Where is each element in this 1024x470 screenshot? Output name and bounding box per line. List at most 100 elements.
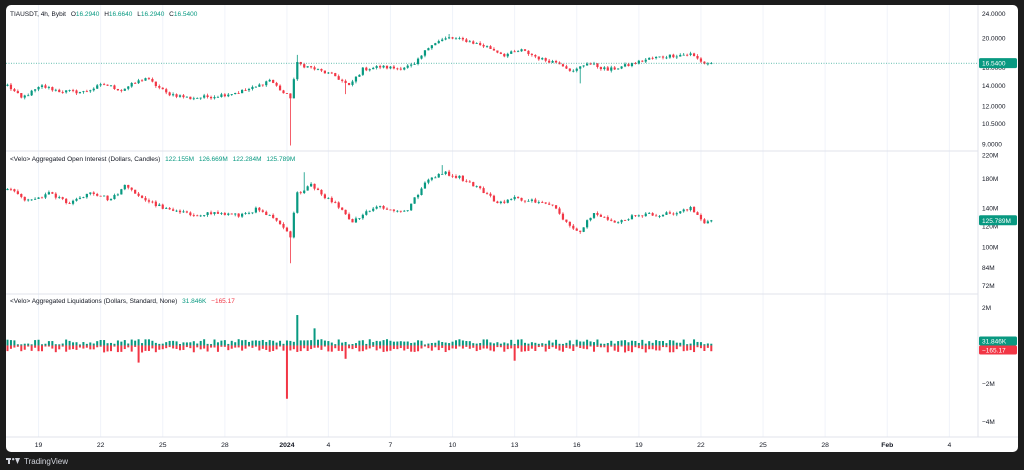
liq-short-bar [130, 345, 133, 352]
liq-long-bar [444, 342, 447, 346]
y-tick-label: 140M [982, 205, 998, 212]
oi-candle-body [548, 203, 551, 205]
liq-short-bar [510, 345, 513, 349]
oi-candle-body [103, 195, 106, 197]
liq-short-bar [365, 345, 368, 350]
liq-short-bar [472, 345, 475, 348]
oi-candle-body [199, 215, 202, 217]
tradingview-logo-icon[interactable] [6, 457, 20, 465]
liq-long-bar [386, 339, 388, 346]
liq-short-bar [16, 345, 19, 347]
chart-canvas[interactable]: 24.0000 20.0000 16.0000 14.0000 12.0000 10.50… [6, 5, 1018, 452]
liq-short-bar [506, 345, 509, 350]
price-y-axis[interactable]: 24.0000 20.0000 16.0000 14.0000 12.0000 10.50… [982, 11, 1006, 148]
liq-short-bar [196, 345, 199, 348]
liq-long-bar [527, 343, 530, 346]
liq-long-bar [379, 341, 382, 346]
oi-candle-body [686, 209, 689, 211]
liq-short-bar [151, 345, 154, 349]
high-label: H [104, 11, 109, 18]
oi-candle-body [641, 215, 644, 217]
price-candle-body [465, 39, 468, 43]
oi-candle-body [606, 217, 609, 220]
oi-candle-body [382, 206, 385, 209]
liq-short-bar [75, 345, 78, 350]
x-grid [38, 5, 950, 437]
liq-long-bar [496, 342, 499, 346]
oi-candle-body [216, 212, 220, 214]
oi-candle-body [178, 210, 182, 213]
oi-candle-body [627, 219, 630, 221]
liq-long-bar [351, 344, 354, 346]
price-candle-body [323, 70, 326, 74]
oi-candle-body [568, 221, 571, 226]
liq-short-bar [61, 345, 64, 347]
price-candle-body [675, 56, 678, 58]
liq-short-value: −165.17 [211, 298, 235, 305]
oi-candle-body [134, 189, 137, 194]
liq-short-bar [417, 345, 420, 352]
liq-short-bar [51, 345, 54, 349]
price-candle-body [375, 66, 378, 68]
price-candle-body [303, 64, 306, 68]
oi-candle-body [140, 195, 144, 198]
price-candle-body [351, 81, 354, 85]
liq-long-bar [313, 328, 316, 346]
price-candle-body [147, 78, 151, 79]
liq-short-bar [589, 345, 592, 347]
price-candle-body [503, 53, 506, 57]
oi-candle-body [389, 209, 392, 211]
liq-short-bar [137, 345, 140, 363]
oi-candle-body [603, 216, 606, 218]
oi-candle-body [16, 191, 19, 194]
liq-long-bar [306, 340, 309, 346]
liq-short-bar [282, 345, 285, 351]
liq-short-bar [144, 345, 147, 351]
time-axis[interactable]: 19 22 25 28 2024 4 7 10 13 16 19 22 25 28 Feb 4 [35, 442, 952, 449]
x-tick-label: 4 [326, 442, 330, 449]
tradingview-brand[interactable]: TradingView [24, 456, 69, 466]
oi-candle-body [454, 176, 458, 178]
liq-long-bar [348, 344, 351, 346]
price-candle-body [258, 84, 261, 87]
liq-long-bar [396, 341, 399, 346]
liq-short-bar [375, 345, 378, 351]
oi-candle-body [68, 202, 71, 204]
liq-short-bar [413, 345, 416, 352]
oi-title[interactable]: <Velo> Aggregated Open Interest (Dollars… [10, 156, 161, 163]
price-candle-body [441, 39, 444, 42]
liq-long-bar [16, 344, 19, 346]
liq-long-bar [182, 342, 185, 346]
price-candle-body [71, 90, 75, 91]
liq-long-bar [479, 343, 482, 346]
oi-candle-body [589, 217, 592, 221]
liq-long-bar [406, 341, 409, 346]
liq-long-bar [206, 343, 209, 346]
liq-y-axis[interactable]: 2M −2M −4M [982, 305, 995, 426]
price-candle-body [627, 64, 630, 67]
price-candle-body [182, 95, 185, 98]
liq-short-bar [641, 345, 644, 350]
liq-long-bar [265, 341, 268, 346]
price-candle-body [568, 68, 571, 71]
liq-long-bar [710, 343, 713, 346]
liq-long-bar [662, 340, 664, 346]
oi-candle-body [675, 213, 678, 215]
liq-short-bar [113, 345, 116, 347]
liq-long-bar [582, 341, 585, 346]
liq-long-bar [524, 342, 526, 346]
liq-short-bar [175, 345, 178, 349]
liq-long-bar [593, 342, 595, 346]
liq-short-bar [503, 345, 506, 352]
liq-long-bar [299, 340, 302, 346]
oi-candle-body [196, 215, 199, 217]
liq-title[interactable]: <Velo> Aggregated Liquidations (Dollars,… [10, 298, 178, 305]
oi-y-axis[interactable]: 220M 180M 140M 120M 100M 84M 72M [982, 153, 998, 290]
price-last-value-badge [979, 58, 1017, 69]
price-candle-body [496, 50, 499, 53]
symbol-label[interactable]: TIAUSDT, 4h, Bybit [10, 11, 66, 18]
oi-candle-body [503, 201, 506, 203]
liq-short-bar [20, 345, 23, 352]
price-candle-body [617, 68, 620, 70]
liq-long-bar [513, 343, 516, 346]
